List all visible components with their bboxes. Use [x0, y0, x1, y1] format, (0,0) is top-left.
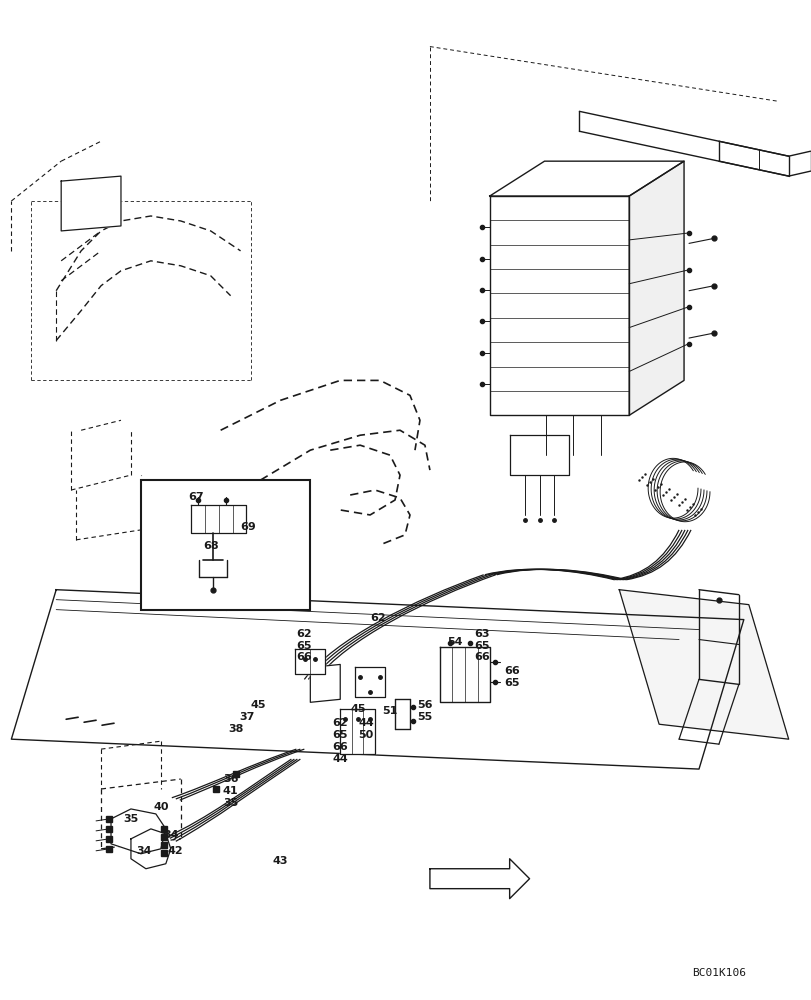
Polygon shape: [111, 809, 165, 854]
Polygon shape: [489, 161, 683, 196]
Text: 54: 54: [447, 637, 462, 647]
Text: 50: 50: [358, 730, 373, 740]
Polygon shape: [489, 196, 629, 415]
Polygon shape: [440, 647, 489, 702]
Polygon shape: [629, 161, 683, 415]
Text: 42: 42: [168, 846, 183, 856]
Text: 51: 51: [382, 706, 397, 716]
Text: 35: 35: [223, 798, 238, 808]
Text: 40: 40: [153, 802, 169, 812]
Text: 63: 63: [474, 629, 489, 639]
Polygon shape: [340, 709, 375, 754]
Polygon shape: [310, 664, 340, 702]
Polygon shape: [295, 649, 325, 674]
Text: 56: 56: [417, 700, 432, 710]
Polygon shape: [509, 435, 569, 475]
Bar: [141, 480, 310, 610]
Text: 66: 66: [296, 652, 312, 662]
Text: 66: 66: [332, 742, 348, 752]
Text: 45: 45: [251, 700, 266, 710]
Text: 38: 38: [228, 724, 243, 734]
Text: 65: 65: [332, 730, 348, 740]
Text: 34: 34: [136, 846, 152, 856]
Polygon shape: [61, 176, 121, 231]
Text: 34: 34: [163, 830, 178, 840]
Text: 43: 43: [272, 856, 288, 866]
Text: 62: 62: [296, 629, 311, 639]
Text: 37: 37: [238, 712, 254, 722]
Text: 66: 66: [474, 652, 489, 662]
Text: 36: 36: [222, 774, 238, 784]
Text: 66: 66: [503, 666, 519, 676]
Text: BC01K106: BC01K106: [691, 968, 745, 978]
Text: 44: 44: [332, 754, 348, 764]
Text: 67: 67: [187, 492, 204, 502]
Text: 45: 45: [350, 704, 366, 714]
Text: 68: 68: [203, 541, 218, 551]
Polygon shape: [354, 667, 384, 697]
Polygon shape: [429, 859, 529, 899]
Text: 55: 55: [417, 712, 432, 722]
Text: 65: 65: [474, 641, 489, 651]
Text: 44: 44: [358, 718, 374, 728]
Text: 65: 65: [296, 641, 311, 651]
Text: 41: 41: [222, 786, 238, 796]
Polygon shape: [11, 590, 743, 769]
Text: 62: 62: [332, 718, 348, 728]
Text: 35: 35: [123, 814, 139, 824]
Text: 65: 65: [504, 678, 519, 688]
Polygon shape: [619, 590, 787, 739]
Polygon shape: [131, 829, 170, 869]
Polygon shape: [191, 505, 245, 533]
Text: 62: 62: [370, 613, 385, 623]
Text: 69: 69: [240, 522, 256, 532]
